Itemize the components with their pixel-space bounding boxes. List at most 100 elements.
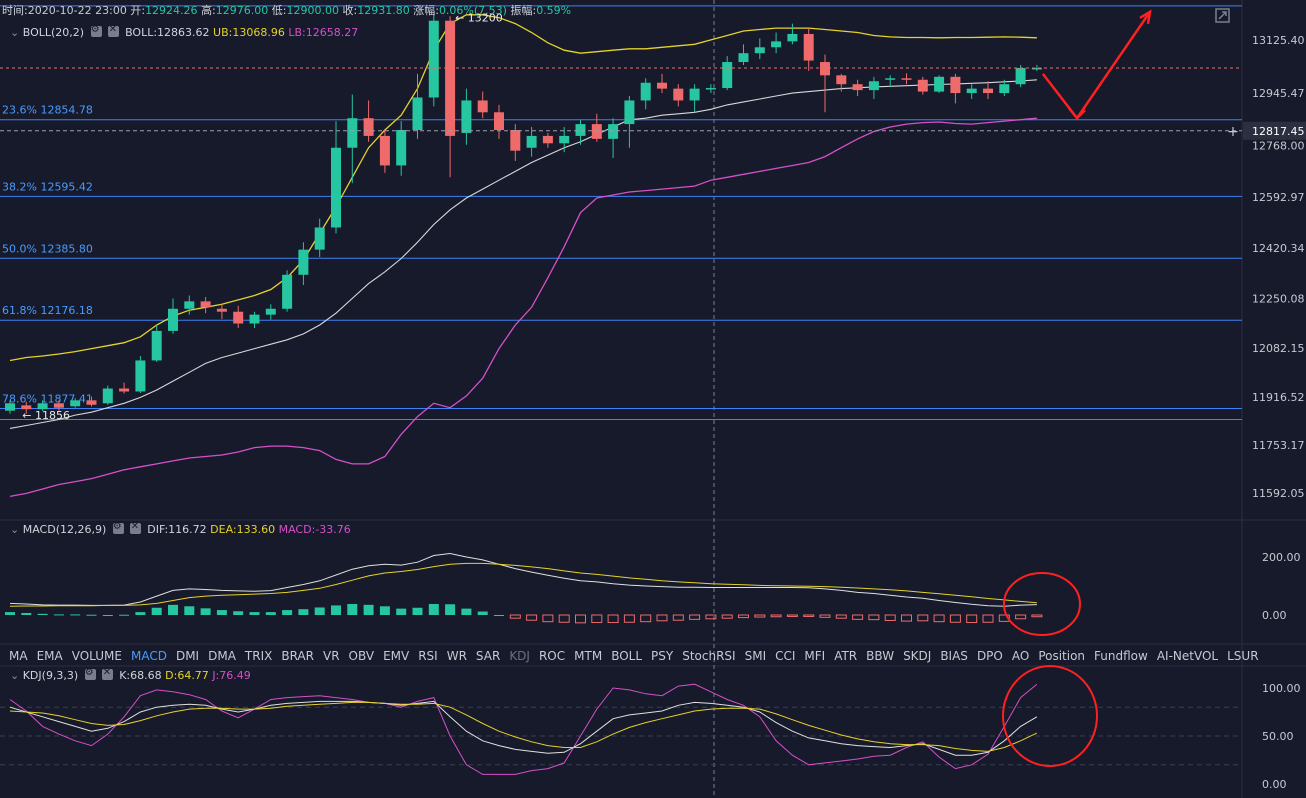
close-icon[interactable] [101, 667, 113, 680]
tab-psy[interactable]: PSY [651, 649, 674, 663]
close-icon[interactable] [129, 521, 141, 534]
tab-rsi[interactable]: RSI [418, 649, 438, 663]
macd-hist-bar [21, 612, 32, 615]
tab-cci[interactable]: CCI [775, 649, 796, 663]
macd-hist-bar [298, 609, 309, 615]
boll-upper-band [9, 14, 1037, 362]
macd-hist-bar [558, 614, 570, 623]
tab-brar[interactable]: BRAR [281, 649, 314, 663]
candle-body [53, 403, 64, 408]
change-label: 涨幅: [413, 4, 439, 17]
kdj-axis-label: 100.00 [1262, 682, 1301, 695]
macd-hist-bar [982, 614, 994, 623]
price-axis-label: 12420.34 [1252, 242, 1305, 255]
fib-level-label: 61.8% 12176.18 [2, 304, 93, 317]
chevron-down-icon[interactable]: ⌄ [10, 26, 20, 39]
candle-body [591, 124, 602, 139]
macd-hist-bar [868, 614, 880, 621]
tab-atr[interactable]: ATR [834, 649, 858, 663]
boll-lower-band [9, 117, 1037, 498]
tab-stochrsi[interactable]: StochRSI [682, 649, 736, 663]
tab-obv[interactable]: OBV [348, 649, 375, 663]
candle-body [950, 76, 961, 94]
candle-body [624, 100, 635, 125]
price-axis-label: 13125.40 [1252, 34, 1305, 47]
tab-boll[interactable]: BOLL [611, 649, 643, 663]
candle-body [738, 53, 749, 63]
tab-position[interactable]: Position [1038, 649, 1086, 663]
tab-mtm[interactable]: MTM [574, 649, 603, 663]
annotation-arrowhead [1068, 107, 1086, 121]
open-label: 开: [130, 4, 146, 17]
tab-dpo[interactable]: DPO [976, 649, 1003, 663]
low-label: 低: [271, 4, 287, 17]
macd-hist-bar [396, 608, 407, 615]
tab-ao[interactable]: AO [1011, 649, 1030, 663]
candle-body [754, 47, 765, 54]
tab-roc[interactable]: ROC [538, 649, 566, 663]
tab-smi[interactable]: SMI [744, 649, 767, 663]
close-value: 12931.80 [357, 4, 410, 17]
tab-ai-netvol[interactable]: AI-NetVOL [1156, 649, 1219, 663]
chevron-down-icon[interactable]: ⌄ [10, 523, 20, 536]
tab-emv[interactable]: EMV [383, 649, 410, 663]
candle-body [200, 301, 211, 308]
tab-skdj[interactable]: SKDJ [903, 649, 932, 663]
candle-body [216, 308, 227, 312]
tab-trix[interactable]: TRIX [244, 649, 273, 663]
candle-body [803, 33, 814, 61]
tab-mfi[interactable]: MFI [804, 649, 826, 663]
tab-vr[interactable]: VR [322, 649, 340, 663]
price-axis-label: 11753.17 [1252, 439, 1305, 452]
high-label: 高: [201, 4, 216, 17]
gear-icon[interactable] [90, 24, 102, 37]
close-label: 收: [342, 4, 358, 17]
gear-icon[interactable] [112, 521, 124, 534]
macd-hist-bar [623, 614, 635, 623]
macd-hist-bar [542, 614, 554, 623]
macd-hist-bar [216, 610, 227, 615]
macd-dea-value: DEA:133.60 [210, 523, 276, 536]
macd-hist-bar [884, 614, 896, 622]
kdj-d-value: D:64.77 [165, 669, 209, 682]
fullscreen-arrow [1218, 11, 1227, 20]
candle-body [657, 82, 667, 89]
tab-ema[interactable]: EMA [36, 649, 63, 663]
macd-hist-bar [249, 612, 260, 615]
tab-macd[interactable]: MACD [130, 649, 167, 663]
macd-hist-bar [966, 614, 978, 624]
tab-wr[interactable]: WR [446, 649, 467, 663]
chevron-down-icon[interactable]: ⌄ [10, 669, 20, 682]
candle-body [901, 78, 912, 80]
candle-body [233, 311, 244, 324]
close-icon[interactable] [107, 24, 119, 37]
candle-body [999, 84, 1010, 94]
candle-body [673, 88, 684, 101]
boll-name: BOLL(20,2) [22, 26, 85, 39]
candle-body [559, 135, 570, 144]
price-axis-label: 12592.97 [1252, 191, 1305, 204]
macd-hist-bar [200, 608, 211, 615]
high-value: 12976.00 [215, 4, 269, 17]
candle-body [314, 227, 325, 250]
tab-lsur[interactable]: LSUR [1227, 649, 1259, 663]
macd-dif-value: DIF:116.72 [147, 523, 207, 536]
candle-body [477, 100, 488, 113]
tab-fundflow[interactable]: Fundflow [1094, 649, 1148, 663]
boll-ub-value: UB:13068.96 [213, 26, 285, 39]
gear-icon[interactable] [84, 667, 96, 680]
tab-bias[interactable]: BIAS [940, 649, 968, 663]
tab-bbw[interactable]: BBW [866, 649, 895, 663]
kdj-k-line [9, 700, 1038, 756]
macd-hist-bar [901, 614, 912, 622]
tab-ma[interactable]: MA [9, 649, 28, 663]
candle-body [1015, 67, 1026, 85]
tab-volume[interactable]: VOLUME [71, 649, 122, 663]
tab-sar[interactable]: SAR [475, 649, 501, 663]
tab-dma[interactable]: DMA [208, 649, 236, 663]
tab-kdj[interactable]: KDJ [509, 649, 530, 663]
tab-dmi[interactable]: DMI [175, 649, 200, 663]
annotation-arrow [1041, 11, 1152, 121]
macd-hist-bar [933, 614, 945, 623]
